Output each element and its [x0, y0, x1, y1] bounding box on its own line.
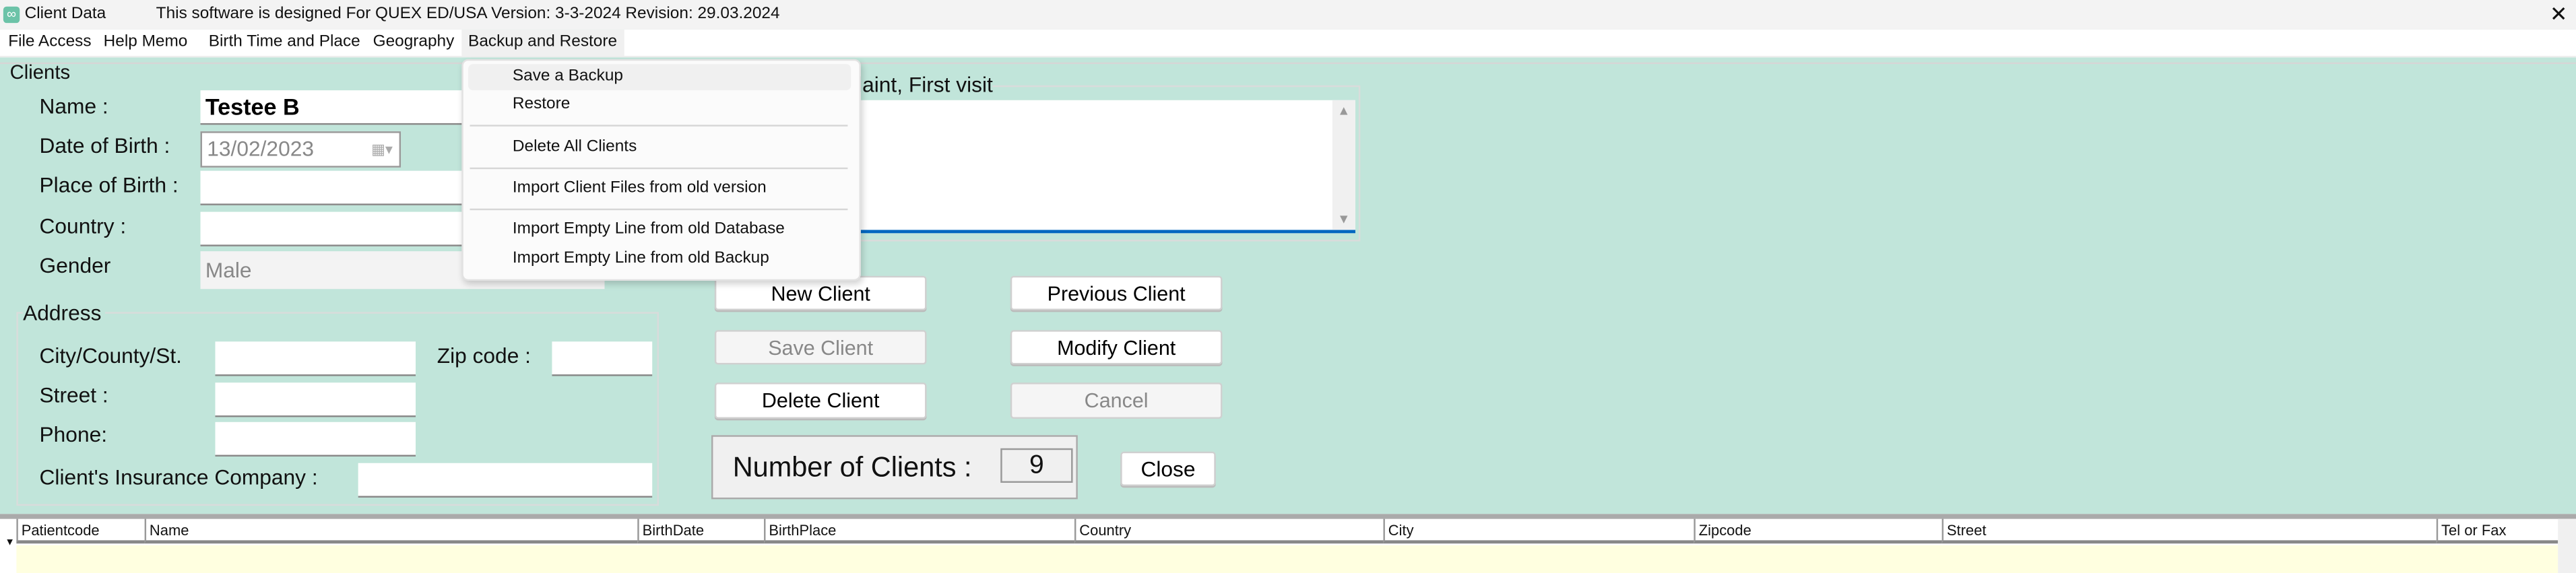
menu-item-delete-all-clients[interactable]: Delete All Clients: [512, 137, 637, 156]
table-row-new[interactable]: [16, 545, 2558, 573]
menu-item-restore[interactable]: Restore: [512, 95, 571, 114]
column-header-city[interactable]: City: [1383, 518, 1694, 544]
dob-date-picker[interactable]: 13/02/2023 ▦▾: [200, 131, 401, 168]
menu-item-import-client-files[interactable]: Import Client Files from old version: [512, 178, 767, 197]
save-client-button[interactable]: Save Client: [714, 330, 927, 365]
menu-separator: [470, 125, 848, 127]
close-icon[interactable]: ✕: [2550, 1, 2568, 27]
name-label: Name :: [39, 94, 108, 119]
new-client-button[interactable]: New Client: [714, 275, 927, 310]
backup-restore-dropdown: Save a Backup Restore Delete All Clients…: [461, 59, 861, 281]
phone-label: Phone:: [39, 422, 108, 447]
column-header-birthplace[interactable]: BirthPlace: [764, 518, 1074, 544]
scroll-down-icon[interactable]: ▼: [1337, 211, 1351, 227]
insurance-label: Client's Insurance Company :: [39, 465, 318, 490]
modify-client-button[interactable]: Modify Client: [1010, 330, 1223, 365]
street-input[interactable]: [215, 382, 416, 417]
menu-backup-restore[interactable]: Backup and Restore: [461, 29, 624, 56]
street-label: Street :: [39, 382, 108, 407]
window-subtitle: This software is designed For QUEX ED/US…: [156, 5, 780, 24]
dob-label: Date of Birth :: [39, 133, 170, 158]
row-indicator-icon: ▼: [5, 538, 15, 549]
client-count-value: 9: [1000, 448, 1073, 483]
city-input[interactable]: [215, 341, 416, 376]
insurance-input[interactable]: [358, 463, 653, 498]
column-header-tel-fax[interactable]: Tel or Fax: [2436, 518, 2558, 544]
menu-birth-time-place[interactable]: Birth Time and Place: [208, 32, 360, 51]
menu-separator: [470, 208, 848, 211]
complaint-scrollbar[interactable]: ▲ ▼: [1332, 100, 1356, 230]
column-header-patientcode[interactable]: Patientcode: [16, 518, 145, 544]
column-header-birthdate[interactable]: BirthDate: [637, 518, 765, 544]
gender-label: Gender: [39, 252, 111, 278]
menu-item-import-empty-line-database[interactable]: Import Empty Line from old Database: [512, 220, 785, 238]
dob-value: 13/02/2023: [207, 136, 315, 162]
client-count-label: Number of Clients :: [732, 451, 972, 483]
close-button[interactable]: Close: [1120, 451, 1216, 486]
menu-file-access[interactable]: File Access: [8, 32, 92, 51]
menu-item-import-empty-line-backup[interactable]: Import Empty Line from old Backup: [512, 249, 769, 268]
column-header-street[interactable]: Street: [1941, 518, 2437, 544]
app-logo-icon: ∞: [3, 6, 20, 24]
menu-item-save-backup[interactable]: Save a Backup: [468, 64, 851, 91]
address-group: [16, 312, 659, 506]
clients-grid: ▼ Patientcode Name BirthDate BirthPlace …: [0, 514, 2576, 573]
menu-bar: File Access Help Memo Birth Time and Pla…: [0, 29, 2576, 58]
title-bar: ∞ Client Data This software is designed …: [0, 0, 2576, 30]
previous-client-button[interactable]: Previous Client: [1010, 275, 1223, 310]
delete-client-button[interactable]: Delete Client: [714, 382, 927, 419]
client-count-box: Number of Clients : 9: [711, 435, 1078, 500]
country-label: Country :: [39, 213, 127, 238]
divider: [0, 62, 2576, 65]
city-label: City/County/St.: [39, 343, 182, 368]
address-group-label: Address: [23, 300, 105, 327]
column-header-name[interactable]: Name: [144, 518, 638, 544]
grid-scrollbar[interactable]: [2558, 518, 2576, 573]
scroll-up-icon[interactable]: ▲: [1337, 103, 1351, 119]
phone-input[interactable]: [215, 422, 416, 457]
clients-group-label: Clients: [9, 61, 71, 84]
zip-label: Zip code :: [437, 343, 531, 368]
menu-separator: [470, 167, 848, 170]
zip-input[interactable]: [552, 341, 653, 376]
menu-geography[interactable]: Geography: [373, 32, 455, 51]
column-header-country[interactable]: Country: [1074, 518, 1384, 544]
complaint-group-label: laint, First visit: [858, 72, 993, 99]
pob-label: Place of Birth :: [39, 172, 179, 197]
cancel-button[interactable]: Cancel: [1010, 382, 1223, 419]
menu-help-memo[interactable]: Help Memo: [103, 32, 188, 51]
window-title: Client Data: [24, 5, 106, 24]
calendar-dropdown-icon[interactable]: ▦▾: [371, 141, 393, 158]
column-header-zipcode[interactable]: Zipcode: [1694, 518, 1942, 544]
